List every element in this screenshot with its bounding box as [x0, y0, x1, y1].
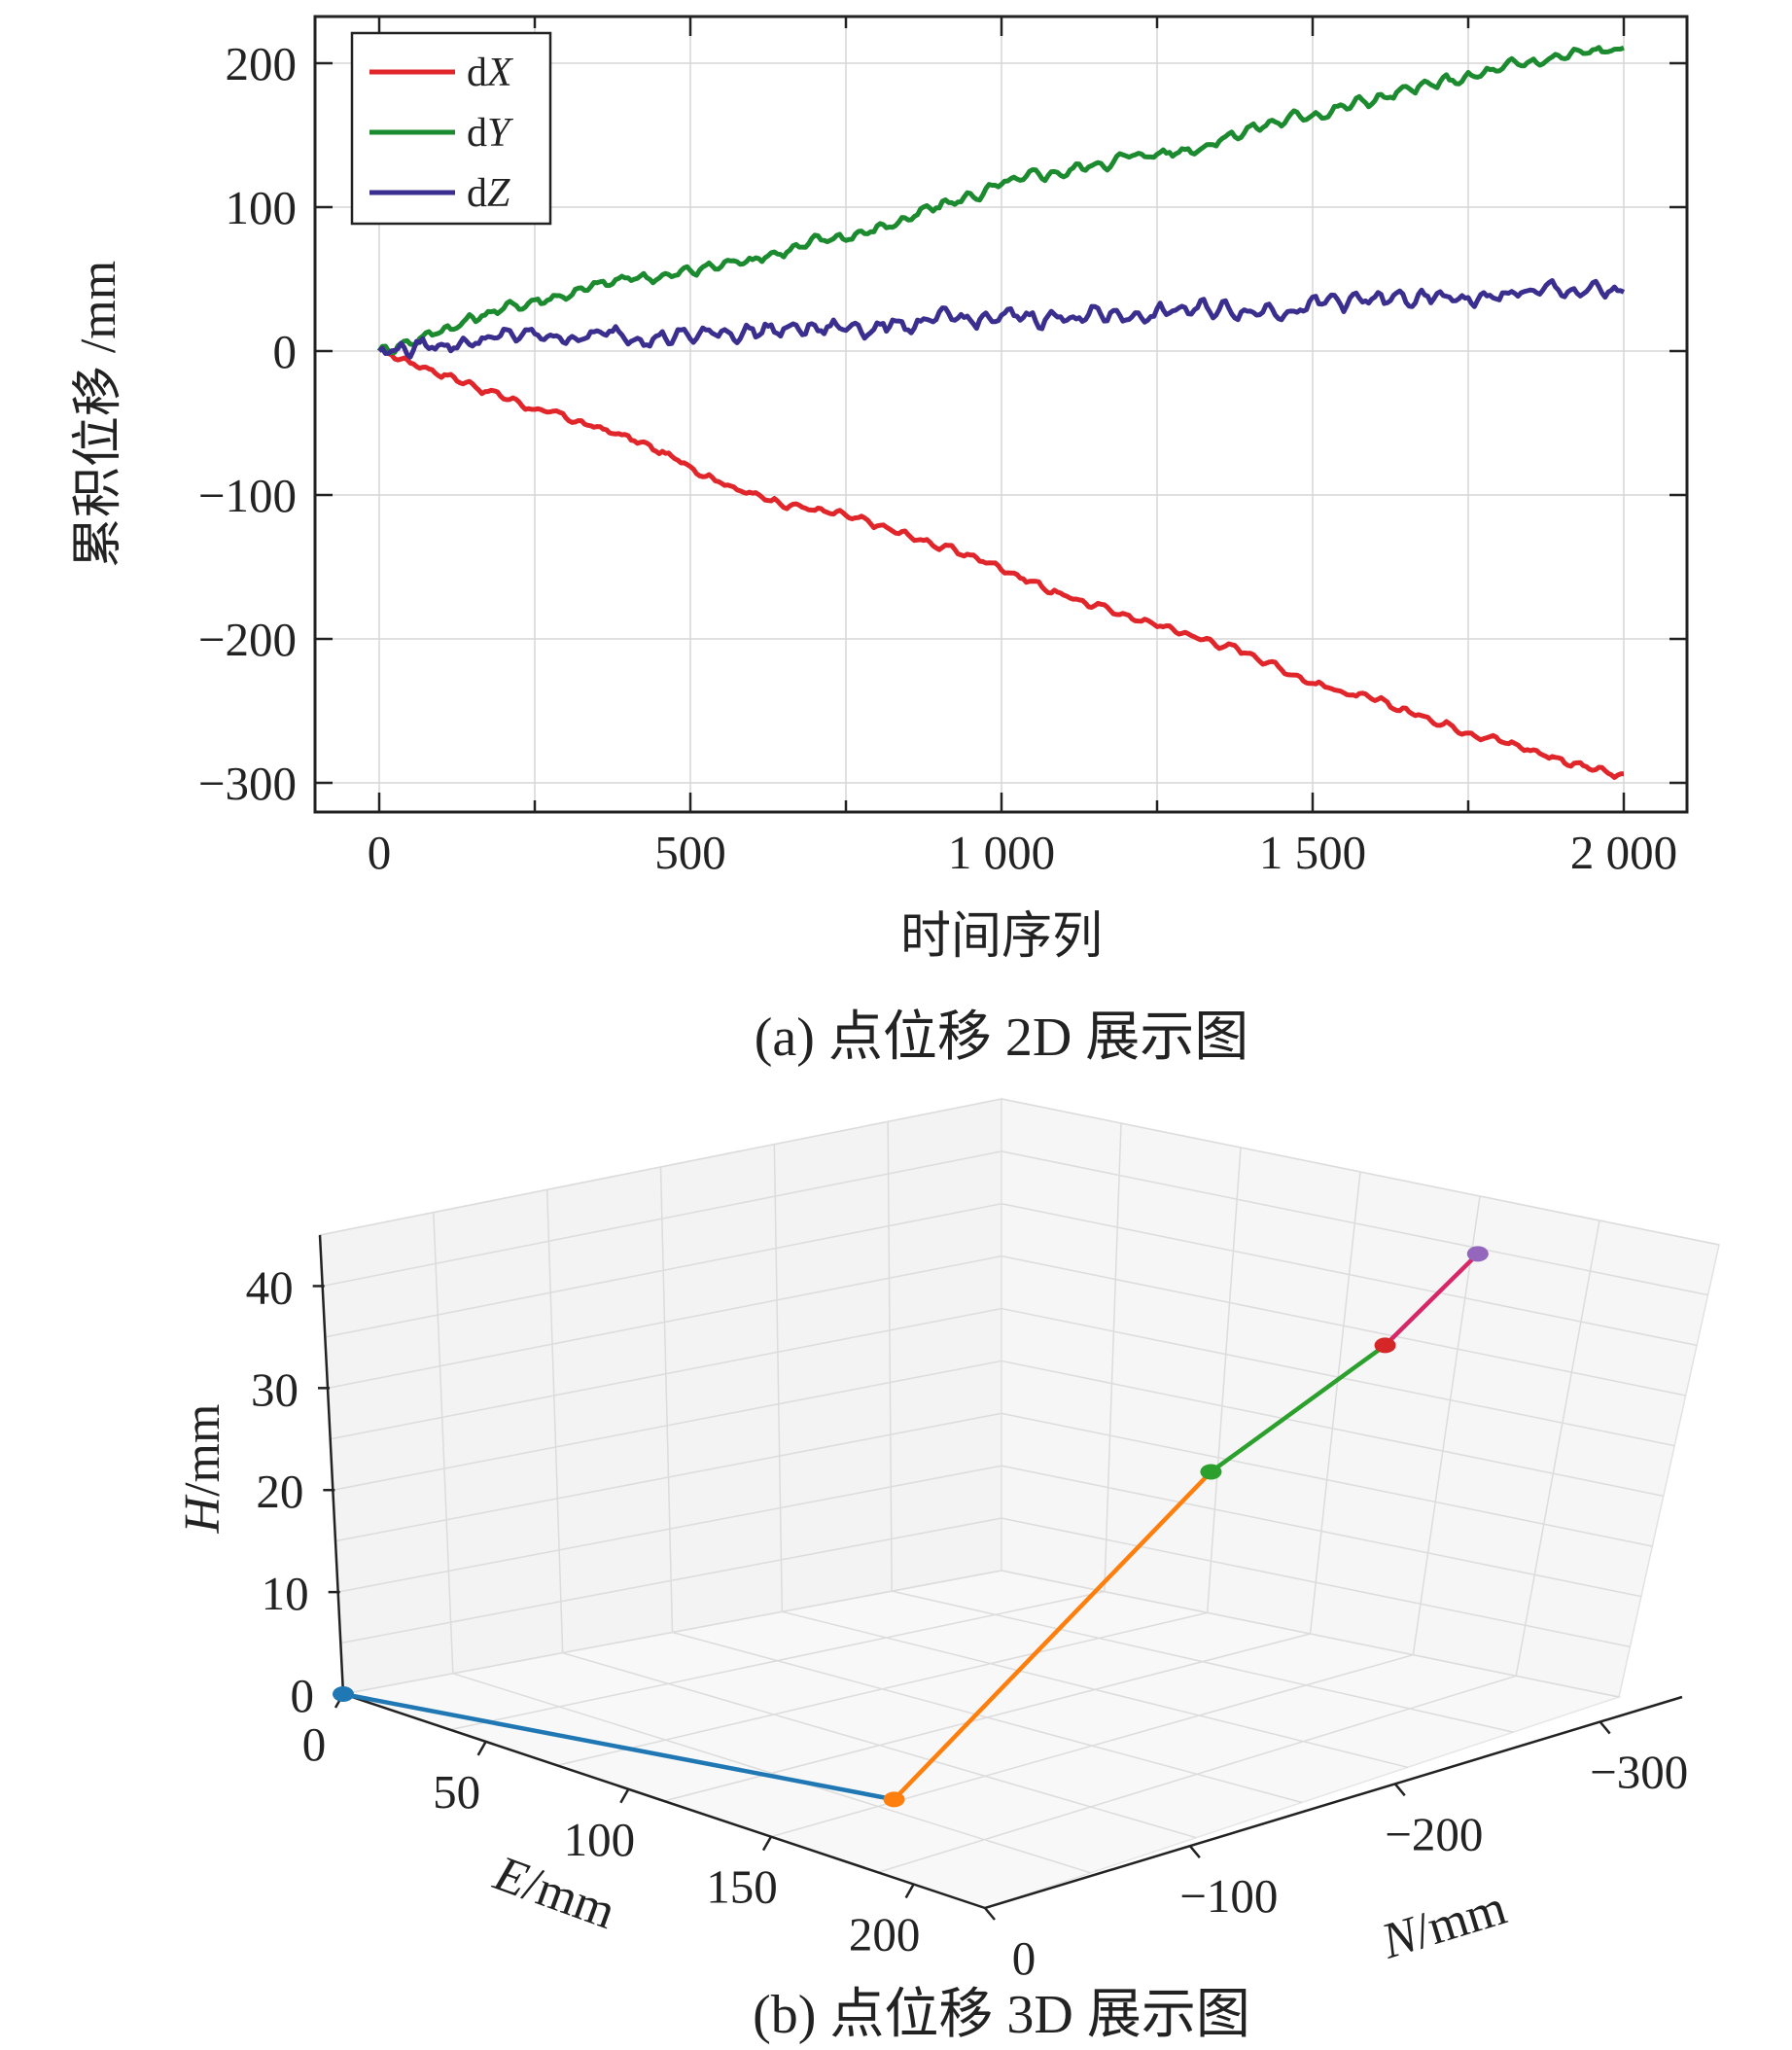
n-axis-label: N/mm — [1375, 1880, 1513, 1970]
caption-a: (a) 点位移 2D 展示图 — [755, 1007, 1249, 1068]
caption-b: (b) 点位移 3D 展示图 — [753, 1985, 1250, 2045]
n-tick-label: −200 — [1385, 1807, 1483, 1860]
y-tick-label: −200 — [198, 613, 297, 666]
n-tick-label: 0 — [1012, 1931, 1037, 1985]
legend-label-dx: dX — [467, 51, 514, 95]
grid-line-3d — [1206, 1147, 1242, 1613]
h-tick-label: 10 — [262, 1567, 309, 1620]
path-segment — [1383, 1252, 1481, 1348]
h-axis-label: H/mm — [175, 1404, 230, 1535]
legend-box — [350, 31, 552, 226]
h-tick-label: 20 — [256, 1465, 303, 1518]
y-tick-label: −300 — [198, 757, 297, 810]
series-lines — [376, 45, 1626, 780]
n-axis-line — [984, 1695, 1683, 1910]
legend-label-dy: dY — [467, 111, 514, 156]
grid-line-3d — [1104, 1122, 1122, 1592]
n-tick-label: −100 — [1179, 1869, 1278, 1923]
ticks-3d: 0 10 20 30 40 0 50 100 150 200 0 −100 −200 −300 — [246, 1260, 1689, 1985]
e-tick-mark — [904, 1883, 915, 1899]
n-tick-label: −300 — [1590, 1746, 1688, 1799]
n-tick-mark — [1599, 1720, 1611, 1735]
e-tick-label: 100 — [564, 1813, 636, 1866]
x-tick-label: 1 500 — [1259, 826, 1366, 879]
path-point — [1200, 1464, 1222, 1480]
e-tick-mark — [476, 1741, 487, 1756]
path-segment — [1209, 1343, 1388, 1474]
h-tick-label: 40 — [246, 1260, 294, 1314]
e-axis-line — [342, 1692, 986, 1910]
grid-3d — [319, 1098, 1720, 1874]
n-tick-mark — [984, 1907, 996, 1921]
path-point — [1374, 1337, 1396, 1354]
grid-line-3d — [1515, 1219, 1600, 1677]
y-tick-label: 0 — [273, 325, 298, 378]
n-tick-mark — [1393, 1783, 1406, 1797]
n-tick-mark — [1188, 1845, 1201, 1858]
y-tick-label: 100 — [226, 181, 298, 234]
path-segment — [340, 1691, 896, 1802]
y-tick-label: −100 — [198, 469, 297, 522]
series-line-dz — [377, 278, 1626, 360]
legend: dX dY dZ — [350, 31, 552, 226]
x-tick-label: 2 000 — [1570, 826, 1677, 879]
x-tick-label: 1 000 — [948, 826, 1055, 879]
grid-line-3d — [1412, 1195, 1481, 1655]
legend-label-dz: dZ — [467, 171, 510, 216]
path-point — [883, 1791, 905, 1808]
e-tick-mark — [761, 1836, 773, 1852]
path-segment — [892, 1469, 1213, 1802]
path-point — [333, 1686, 354, 1702]
e-tick-label: 0 — [302, 1717, 327, 1771]
x-tick-label: 0 — [368, 826, 392, 879]
grid-line-3d — [1309, 1171, 1361, 1635]
displacement-path — [333, 1246, 1489, 1808]
path-point — [1466, 1246, 1489, 1262]
h-tick-label: 0 — [291, 1669, 315, 1722]
series-line-dx — [377, 345, 1625, 780]
grid-line-3d — [877, 1675, 1517, 1874]
grid-line-3d — [659, 1166, 674, 1633]
e-tick-label: 50 — [433, 1765, 480, 1819]
h-axis-line — [318, 1234, 345, 1695]
x-axis-label-2d: 时间序列 — [900, 909, 1103, 965]
h-tick-label: 30 — [251, 1362, 299, 1416]
grid-line-3d — [773, 1144, 784, 1612]
e-tick-mark — [619, 1788, 630, 1804]
grid-line-3d — [433, 1212, 454, 1674]
e-tick-label: 150 — [706, 1860, 778, 1914]
grid-line-3d — [545, 1189, 564, 1653]
x-tick-label: 500 — [654, 826, 726, 879]
e-tick-label: 200 — [849, 1908, 921, 1962]
series-line-dy — [376, 45, 1625, 356]
grid-line-3d — [887, 1121, 893, 1592]
y-axis-label-2d: 累积位移 /mm — [71, 261, 126, 568]
y-tick-label: 200 — [226, 37, 298, 90]
